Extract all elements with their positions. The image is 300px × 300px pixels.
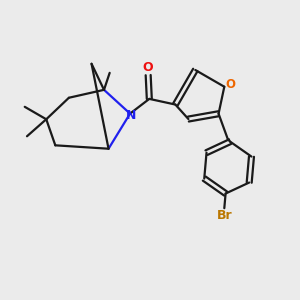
Text: O: O (143, 61, 154, 74)
Text: Br: Br (217, 209, 232, 222)
Text: N: N (126, 109, 136, 122)
Text: O: O (225, 78, 235, 91)
